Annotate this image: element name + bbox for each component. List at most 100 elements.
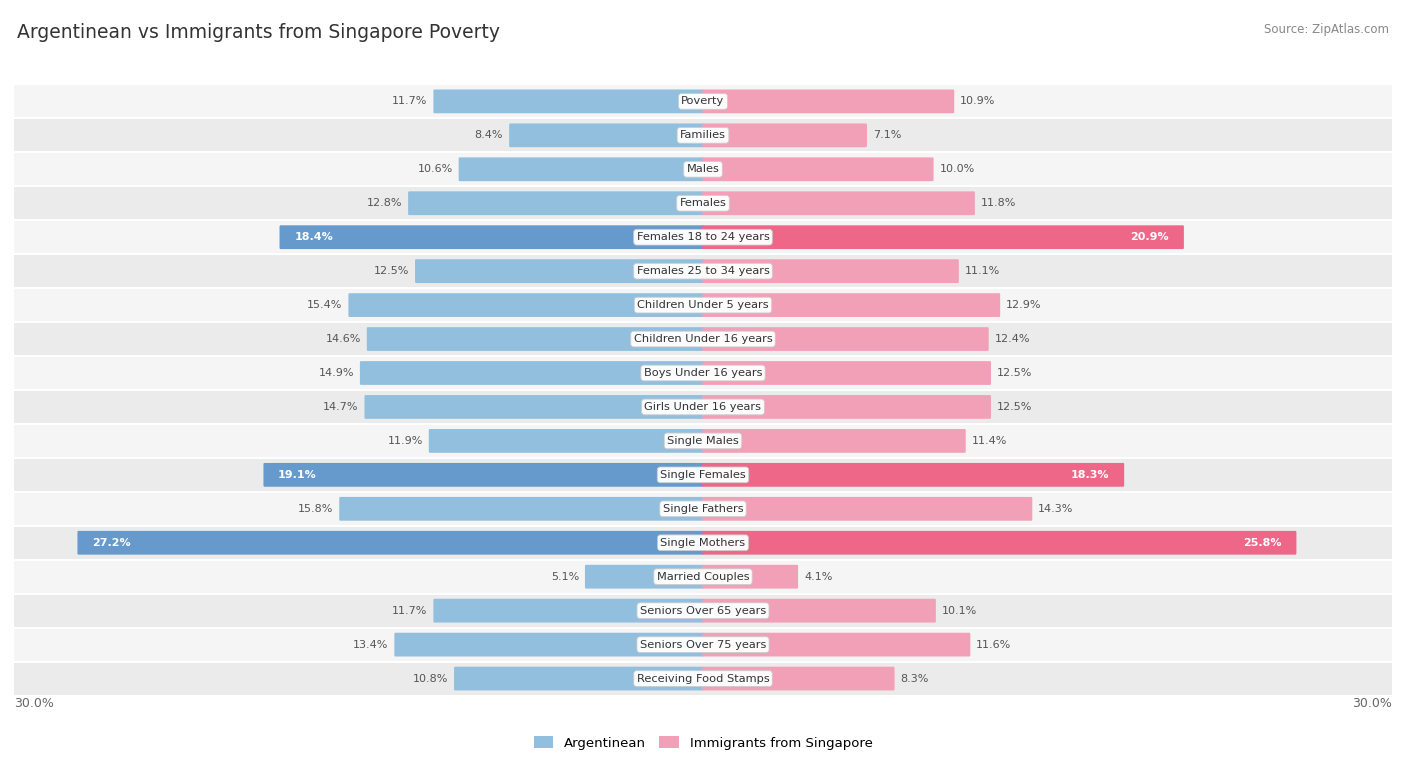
Text: Argentinean vs Immigrants from Singapore Poverty: Argentinean vs Immigrants from Singapore… xyxy=(17,23,501,42)
Text: 10.9%: 10.9% xyxy=(960,96,995,106)
Text: 20.9%: 20.9% xyxy=(1130,232,1170,243)
Bar xyxy=(14,221,1392,253)
Text: Children Under 16 years: Children Under 16 years xyxy=(634,334,772,344)
Text: 11.8%: 11.8% xyxy=(981,199,1017,208)
FancyBboxPatch shape xyxy=(702,158,934,181)
FancyBboxPatch shape xyxy=(458,158,704,181)
Text: 15.4%: 15.4% xyxy=(307,300,343,310)
Text: 10.0%: 10.0% xyxy=(939,164,974,174)
FancyBboxPatch shape xyxy=(702,293,1000,317)
FancyBboxPatch shape xyxy=(702,395,991,419)
Text: 11.4%: 11.4% xyxy=(972,436,1007,446)
Text: 5.1%: 5.1% xyxy=(551,572,579,581)
Text: Married Couples: Married Couples xyxy=(657,572,749,581)
FancyBboxPatch shape xyxy=(454,667,704,691)
Text: 11.6%: 11.6% xyxy=(976,640,1011,650)
Text: 10.8%: 10.8% xyxy=(413,674,449,684)
FancyBboxPatch shape xyxy=(339,497,704,521)
FancyBboxPatch shape xyxy=(702,565,799,589)
Bar xyxy=(14,425,1392,457)
Text: Single Males: Single Males xyxy=(666,436,740,446)
FancyBboxPatch shape xyxy=(702,259,959,283)
Text: 30.0%: 30.0% xyxy=(1353,697,1392,709)
FancyBboxPatch shape xyxy=(509,124,704,147)
Text: 27.2%: 27.2% xyxy=(93,537,131,548)
FancyBboxPatch shape xyxy=(408,191,704,215)
Bar xyxy=(14,153,1392,185)
Text: 10.6%: 10.6% xyxy=(418,164,453,174)
FancyBboxPatch shape xyxy=(360,361,704,385)
FancyBboxPatch shape xyxy=(702,429,966,453)
Text: Single Females: Single Females xyxy=(661,470,745,480)
FancyBboxPatch shape xyxy=(702,89,955,113)
Text: Females: Females xyxy=(679,199,727,208)
Text: Single Fathers: Single Fathers xyxy=(662,504,744,514)
Text: 12.9%: 12.9% xyxy=(1007,300,1042,310)
Text: Families: Families xyxy=(681,130,725,140)
Text: Males: Males xyxy=(686,164,720,174)
Bar xyxy=(14,391,1392,423)
Bar xyxy=(14,323,1392,355)
FancyBboxPatch shape xyxy=(280,225,704,249)
Text: 25.8%: 25.8% xyxy=(1243,537,1282,548)
Text: Females 25 to 34 years: Females 25 to 34 years xyxy=(637,266,769,276)
Legend: Argentinean, Immigrants from Singapore: Argentinean, Immigrants from Singapore xyxy=(529,731,877,755)
Text: 8.4%: 8.4% xyxy=(475,130,503,140)
Text: 14.9%: 14.9% xyxy=(318,368,354,378)
Text: 10.1%: 10.1% xyxy=(942,606,977,615)
Bar xyxy=(14,561,1392,593)
Text: 12.5%: 12.5% xyxy=(997,368,1032,378)
Text: 12.8%: 12.8% xyxy=(367,199,402,208)
FancyBboxPatch shape xyxy=(394,633,704,656)
FancyBboxPatch shape xyxy=(702,633,970,656)
FancyBboxPatch shape xyxy=(702,667,894,691)
Bar xyxy=(14,357,1392,389)
FancyBboxPatch shape xyxy=(702,124,868,147)
Text: 19.1%: 19.1% xyxy=(278,470,316,480)
Text: 18.4%: 18.4% xyxy=(294,232,333,243)
Text: 12.5%: 12.5% xyxy=(374,266,409,276)
Text: Seniors Over 75 years: Seniors Over 75 years xyxy=(640,640,766,650)
Text: 12.5%: 12.5% xyxy=(997,402,1032,412)
Bar xyxy=(14,289,1392,321)
FancyBboxPatch shape xyxy=(77,531,704,555)
Bar xyxy=(14,527,1392,559)
Text: 11.7%: 11.7% xyxy=(392,96,427,106)
Text: Boys Under 16 years: Boys Under 16 years xyxy=(644,368,762,378)
Bar xyxy=(14,662,1392,694)
Text: 14.7%: 14.7% xyxy=(323,402,359,412)
FancyBboxPatch shape xyxy=(702,327,988,351)
Text: 8.3%: 8.3% xyxy=(900,674,929,684)
FancyBboxPatch shape xyxy=(702,225,1184,249)
Text: Source: ZipAtlas.com: Source: ZipAtlas.com xyxy=(1264,23,1389,36)
Text: Seniors Over 65 years: Seniors Over 65 years xyxy=(640,606,766,615)
Text: 11.7%: 11.7% xyxy=(392,606,427,615)
Text: 18.3%: 18.3% xyxy=(1071,470,1109,480)
Text: Children Under 5 years: Children Under 5 years xyxy=(637,300,769,310)
FancyBboxPatch shape xyxy=(367,327,704,351)
Text: 11.1%: 11.1% xyxy=(965,266,1000,276)
Text: 4.1%: 4.1% xyxy=(804,572,832,581)
FancyBboxPatch shape xyxy=(263,463,704,487)
FancyBboxPatch shape xyxy=(702,531,1296,555)
FancyBboxPatch shape xyxy=(415,259,704,283)
Bar xyxy=(14,86,1392,117)
FancyBboxPatch shape xyxy=(702,191,974,215)
Text: 12.4%: 12.4% xyxy=(994,334,1031,344)
Text: 13.4%: 13.4% xyxy=(353,640,388,650)
Text: 7.1%: 7.1% xyxy=(873,130,901,140)
FancyBboxPatch shape xyxy=(433,599,704,622)
FancyBboxPatch shape xyxy=(702,497,1032,521)
FancyBboxPatch shape xyxy=(433,89,704,113)
Text: Poverty: Poverty xyxy=(682,96,724,106)
Text: Girls Under 16 years: Girls Under 16 years xyxy=(644,402,762,412)
FancyBboxPatch shape xyxy=(702,463,1125,487)
FancyBboxPatch shape xyxy=(349,293,704,317)
Text: 14.6%: 14.6% xyxy=(325,334,361,344)
FancyBboxPatch shape xyxy=(702,599,936,622)
FancyBboxPatch shape xyxy=(429,429,704,453)
Text: 11.9%: 11.9% xyxy=(388,436,423,446)
Bar xyxy=(14,493,1392,525)
Bar xyxy=(14,628,1392,660)
Bar xyxy=(14,255,1392,287)
